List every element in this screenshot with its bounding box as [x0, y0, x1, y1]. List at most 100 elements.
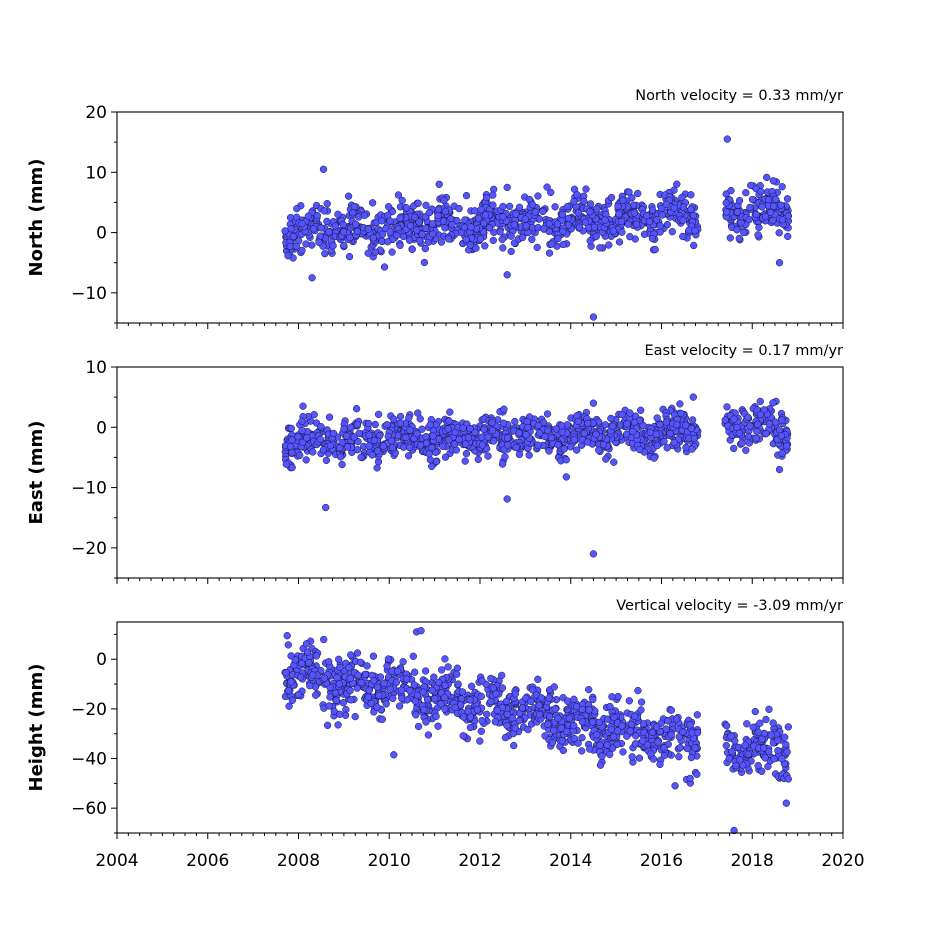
data-point: [285, 687, 293, 695]
data-point: [375, 691, 383, 700]
data-point: [373, 683, 382, 692]
data-point: [754, 761, 762, 770]
data-point: [388, 443, 397, 452]
data-point: [386, 228, 394, 236]
data-point: [601, 216, 609, 224]
data-point: [683, 744, 691, 753]
data-point: [507, 247, 515, 256]
data-point: [499, 202, 507, 211]
data-point: [471, 207, 479, 215]
data-point: [781, 733, 789, 741]
data-point: [396, 214, 404, 222]
data-point: [584, 419, 592, 427]
outlier-point: [299, 402, 307, 410]
data-point: [615, 210, 623, 218]
data-point: [534, 421, 543, 430]
data-point: [435, 678, 443, 687]
data-point: [732, 762, 740, 770]
data-point: [685, 226, 693, 234]
data-point: [383, 662, 391, 670]
plot-frame: [116, 366, 844, 579]
data-point: [631, 740, 640, 748]
data-point: [440, 693, 449, 702]
data-point: [562, 473, 570, 481]
data-point: [319, 446, 328, 454]
data-point: [413, 691, 422, 699]
data-point: [573, 446, 581, 454]
data-point: [512, 443, 520, 452]
data-point: [499, 213, 507, 221]
data-point: [635, 445, 644, 454]
data-point: [754, 420, 762, 428]
data-point: [352, 220, 360, 228]
data-point: [730, 415, 738, 423]
data-point: [632, 220, 641, 228]
data-point: [331, 222, 339, 230]
data-point: [351, 712, 359, 721]
data-point: [363, 662, 371, 670]
data-point: [371, 248, 379, 256]
data-point: [464, 434, 473, 442]
data-point: [554, 441, 562, 449]
data-point: [501, 733, 510, 742]
data-point: [765, 705, 773, 713]
data-point: [441, 224, 449, 232]
data-point: [346, 674, 354, 682]
data-point: [639, 720, 648, 728]
data-point: [289, 232, 298, 241]
data-point: [784, 723, 792, 731]
data-point: [744, 750, 752, 758]
outlier-point: [503, 183, 511, 192]
data-point: [459, 424, 467, 432]
data-point: [472, 244, 480, 252]
velocity-title: East velocity = 0.17 mm/yr: [644, 343, 843, 359]
data-point: [563, 203, 571, 211]
data-point: [369, 652, 378, 660]
data-point: [551, 203, 559, 211]
data-point: [339, 220, 347, 229]
data-point: [364, 225, 372, 233]
data-point: [480, 219, 488, 227]
data-point: [302, 240, 310, 248]
data-point: [440, 196, 448, 205]
data-point: [422, 201, 430, 209]
data-point: [399, 232, 408, 241]
data-point: [607, 414, 615, 423]
data-point: [592, 232, 600, 241]
data-point: [420, 706, 428, 714]
y-tick-label: 10: [85, 358, 107, 378]
data-point: [682, 443, 690, 452]
data-point: [466, 723, 475, 732]
x-tick-label: 2012: [458, 851, 501, 871]
data-point: [292, 242, 300, 250]
x-tick-label: 2006: [186, 851, 229, 871]
data-point: [439, 442, 447, 450]
data-point: [478, 433, 486, 441]
data-point: [618, 410, 626, 419]
data-point: [593, 205, 601, 213]
data-point: [550, 726, 558, 734]
data-point: [575, 223, 584, 231]
data-point: [367, 699, 375, 708]
data-point: [548, 739, 557, 747]
data-point: [574, 417, 582, 426]
x-tick-label: 2020: [821, 851, 864, 871]
data-point: [687, 205, 695, 213]
data-point: [754, 231, 762, 239]
data-point: [745, 216, 753, 224]
data-point: [478, 441, 487, 449]
data-point: [334, 210, 342, 218]
data-point: [418, 425, 426, 433]
data-point: [498, 684, 507, 692]
data-point: [439, 217, 448, 225]
data-point: [543, 183, 551, 191]
data-point: [421, 244, 429, 253]
data-point: [721, 416, 729, 424]
outlier-point: [322, 503, 330, 512]
data-point: [738, 439, 746, 447]
data-point: [599, 440, 608, 449]
data-point: [609, 227, 618, 235]
data-point: [727, 732, 735, 740]
data-point: [361, 670, 370, 679]
data-point: [493, 706, 501, 715]
